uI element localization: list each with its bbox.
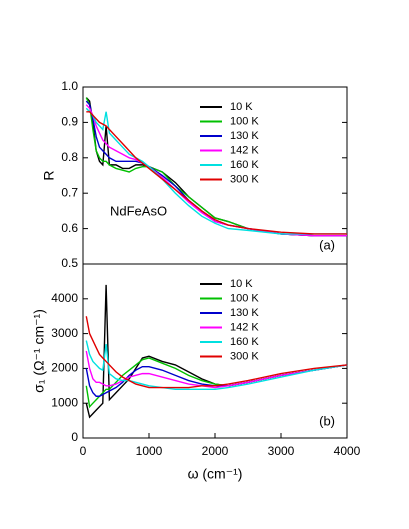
plot-frame <box>82 263 348 439</box>
y-tick-label: 0.5 <box>61 256 78 270</box>
annotation: (a) <box>319 237 335 252</box>
legend-label: 160 K <box>230 336 259 348</box>
x-tick-label: 1000 <box>136 444 163 458</box>
legend-label: 300 K <box>230 350 259 362</box>
data-line <box>85 350 348 389</box>
x-tick-label: 2000 <box>202 444 229 458</box>
annotation: NdFeAsO <box>110 203 167 218</box>
data-line <box>85 284 348 419</box>
y-tick-label: 1000 <box>51 395 78 409</box>
x-tick-label: 3000 <box>268 444 295 458</box>
y-axis-label: σ₁ (Ω⁻¹ cm⁻¹) <box>31 309 47 393</box>
y-tick-label: 0.7 <box>61 185 78 199</box>
legend-label: 10 K <box>230 101 253 113</box>
legend-label: 142 K <box>230 321 259 333</box>
legend-label: 100 K <box>230 115 259 127</box>
y-tick-label: 3000 <box>51 326 78 340</box>
data-line <box>85 316 348 389</box>
y-tick-label: 1.0 <box>61 79 78 93</box>
legend-label: 300 K <box>230 173 259 185</box>
y-tick-label: 0 <box>71 430 78 444</box>
y-tick-label: 4000 <box>51 291 78 305</box>
legend-label: 10 K <box>230 278 253 290</box>
x-tick-label: 4000 <box>334 444 361 458</box>
legend-label: 130 K <box>230 307 259 319</box>
data-line <box>85 97 347 237</box>
data-line <box>86 111 347 235</box>
legend-label: 100 K <box>230 292 259 304</box>
y-tick-label: 2000 <box>51 361 78 375</box>
plot-frame <box>82 86 348 265</box>
data-line <box>85 340 348 390</box>
y-tick-label: 0.9 <box>61 115 78 129</box>
x-axis-label: ω (cm⁻¹) <box>188 466 243 482</box>
y-tick-label: 0.6 <box>61 221 78 235</box>
legend-label: 142 K <box>230 144 259 156</box>
x-tick-label: 0 <box>80 444 87 458</box>
legend-label: 130 K <box>230 130 259 142</box>
y-tick-label: 0.8 <box>61 150 78 164</box>
y-axis-label: R <box>41 170 57 180</box>
annotation: (b) <box>319 413 335 428</box>
legend-label: 160 K <box>230 159 259 171</box>
